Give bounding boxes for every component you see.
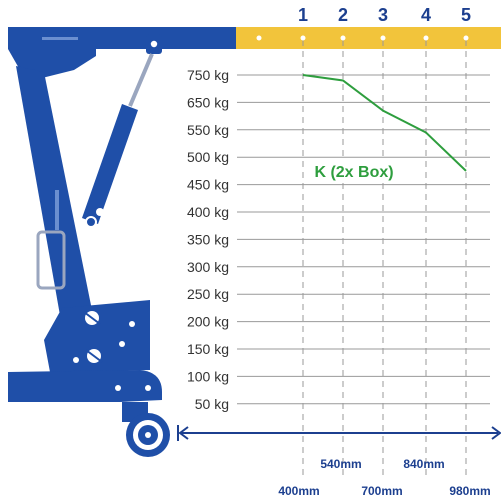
y-tick-label: 500 kg <box>187 149 229 165</box>
y-tick-label: 400 kg <box>187 204 229 220</box>
y-tick-label: 250 kg <box>187 286 229 302</box>
position-number: 5 <box>461 5 471 25</box>
position-marker <box>424 36 429 41</box>
position-number: 3 <box>378 5 388 25</box>
position-marker <box>301 36 306 41</box>
series-line <box>303 75 466 171</box>
crane-wheel-axle <box>145 432 151 438</box>
position-marker <box>341 36 346 41</box>
crane-base-hole-2 <box>119 341 125 347</box>
crane-head-slot <box>42 37 78 40</box>
crane-base-hole-3 <box>73 357 79 363</box>
x-tick-label: 540mm <box>320 457 361 471</box>
crane-cylinder-pin <box>86 217 96 227</box>
x-tick-label: 840mm <box>403 457 444 471</box>
y-tick-label: 550 kg <box>187 122 229 138</box>
y-tick-label: 650 kg <box>187 94 229 110</box>
position-number: 4 <box>421 5 431 25</box>
series-label: K (2x Box) <box>314 164 393 181</box>
y-tick-label: 200 kg <box>187 314 229 330</box>
y-tick-label: 150 kg <box>187 341 229 357</box>
crane-mast-hole-1 <box>53 83 59 89</box>
boom-strip <box>236 27 501 49</box>
boom-end-dot <box>257 36 262 41</box>
double-arrow-icon <box>178 425 500 441</box>
crane-cylinder-pin-2 <box>96 208 104 216</box>
series-layer: K (2x Box) <box>303 75 466 182</box>
crane-base-hole-1 <box>129 321 135 327</box>
y-tick-label: 450 kg <box>187 177 229 193</box>
crane-leg-hole-2 <box>145 385 151 391</box>
y-tick-labels: 750 kg 650 kg 550 kg 500 kg 450 kg 400 kg 350 … <box>187 67 229 412</box>
x-tick-label: 700mm <box>361 484 402 498</box>
crane-mast-hole-2 <box>97 269 103 275</box>
position-marker <box>464 36 469 41</box>
crane-mast-slot <box>55 190 59 230</box>
grid-layer <box>237 40 490 478</box>
crane-cylinder <box>82 104 138 224</box>
x-tick-label: 400mm <box>278 484 319 498</box>
x-tick-label: 980mm <box>449 484 490 498</box>
crane-piston-rod <box>130 54 152 106</box>
y-tick-label: 50 kg <box>195 396 229 412</box>
y-tick-label: 350 kg <box>187 231 229 247</box>
y-tick-label: 300 kg <box>187 259 229 275</box>
position-number: 2 <box>338 5 348 25</box>
crane-leg <box>8 370 162 402</box>
y-tick-label: 750 kg <box>187 67 229 83</box>
crane-leg-hole-1 <box>115 385 121 391</box>
crane-top-pin <box>151 41 157 47</box>
position-marker <box>381 36 386 41</box>
position-number: 1 <box>298 5 308 25</box>
y-tick-label: 100 kg <box>187 368 229 384</box>
